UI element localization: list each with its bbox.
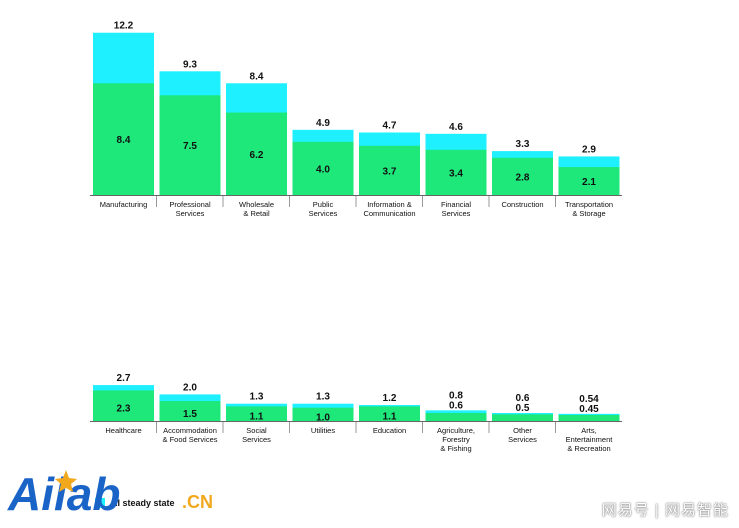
value-label-base-1-2: 1.1 bbox=[250, 412, 264, 423]
value-label-top-0-6: 3.3 bbox=[516, 139, 530, 150]
category-label-0-7: Transportation & Storage bbox=[565, 200, 613, 218]
value-label-base-0-0: 8.4 bbox=[117, 135, 131, 146]
bar-base-1-3 bbox=[292, 407, 354, 421]
value-label-top-0-0: 12.2 bbox=[114, 21, 134, 32]
bar-base-1-2 bbox=[226, 406, 287, 421]
bar-base-1-0 bbox=[93, 390, 154, 421]
watermark: 网易号 | 网易智能 bbox=[601, 502, 729, 519]
bar-base-0-3 bbox=[292, 141, 354, 195]
bar-base-0-7 bbox=[558, 167, 620, 195]
category-label-1-7: Arts, Entertainment & Recreation bbox=[566, 426, 614, 453]
value-label-top-1-4: 1.2 bbox=[383, 393, 397, 404]
logo-text: Ailab bbox=[7, 468, 120, 518]
legend-swatch-ai-steady-state bbox=[95, 498, 105, 508]
value-label-top-1-0: 2.7 bbox=[117, 373, 131, 384]
category-label-0-3: Public Services bbox=[309, 200, 338, 218]
category-label-0-0: Manufacturing bbox=[100, 200, 148, 209]
legend: AI steady state bbox=[95, 498, 175, 508]
value-label-base-0-1: 7.5 bbox=[183, 141, 197, 152]
bar-base-0-4 bbox=[359, 145, 420, 195]
category-label-1-3: Utilities bbox=[311, 426, 335, 435]
value-label-base-0-6: 2.8 bbox=[516, 172, 530, 183]
value-label-top-0-2: 8.4 bbox=[250, 71, 264, 82]
value-label-top-0-4: 4.7 bbox=[383, 120, 397, 131]
value-label-base-0-3: 4.0 bbox=[316, 164, 330, 175]
value-label-base-1-1: 1.5 bbox=[183, 409, 197, 420]
category-label-0-4: Information & Communication bbox=[363, 200, 415, 218]
value-label-base-0-7: 2.1 bbox=[582, 177, 596, 188]
ailab-logo: Ailab .CN bbox=[7, 468, 213, 518]
value-label-top-1-5: 0.8 bbox=[449, 390, 463, 401]
value-label-top-0-5: 4.6 bbox=[449, 122, 463, 133]
category-label-0-1: Professional Services bbox=[169, 200, 211, 218]
value-label-base-1-5: 0.6 bbox=[449, 400, 463, 411]
bar-base-0-1 bbox=[159, 95, 221, 195]
value-label-top-0-3: 4.9 bbox=[316, 118, 330, 129]
bar-base-1-4 bbox=[359, 406, 420, 421]
value-label-base-1-6: 0.5 bbox=[516, 403, 530, 414]
category-label-0-2: Wholesale & Retail bbox=[239, 200, 274, 218]
value-label-base-1-3: 1.0 bbox=[316, 412, 330, 423]
category-label-0-6: Construction bbox=[501, 200, 543, 209]
bar-base-0-6 bbox=[492, 157, 553, 195]
category-label-1-0: Healthcare bbox=[105, 426, 141, 435]
category-label-1-2: Social Services bbox=[242, 426, 271, 444]
value-label-top-0-1: 9.3 bbox=[183, 59, 197, 70]
bar-base-1-7 bbox=[558, 415, 620, 421]
logo-star-icon bbox=[55, 470, 77, 492]
value-label-top-0-7: 2.9 bbox=[582, 144, 596, 155]
bar-base-1-5 bbox=[425, 413, 487, 421]
value-label-base-1-7: 0.45 bbox=[579, 404, 599, 415]
value-label-top-1-6: 0.6 bbox=[516, 393, 530, 404]
value-label-base-1-0: 2.3 bbox=[117, 404, 131, 415]
value-label-top-1-1: 2.0 bbox=[183, 382, 197, 393]
bar-base-0-0 bbox=[93, 83, 154, 195]
legend-label-ai-steady-state: AI steady state bbox=[111, 498, 175, 508]
bar-base-0-5 bbox=[425, 149, 487, 195]
value-label-base-0-2: 6.2 bbox=[250, 150, 264, 161]
value-label-top-1-7: 0.54 bbox=[579, 394, 599, 405]
category-label-1-5: Agriculture, Forestry & Fishing bbox=[437, 426, 475, 453]
bar-base-0-2 bbox=[226, 112, 287, 195]
value-label-base-0-5: 3.4 bbox=[449, 168, 463, 179]
category-label-0-5: Financial Services bbox=[441, 200, 471, 218]
value-label-top-1-2: 1.3 bbox=[250, 392, 264, 403]
value-label-base-0-4: 3.7 bbox=[383, 166, 397, 177]
value-label-base-1-4: 1.1 bbox=[383, 412, 397, 423]
value-label-top-1-3: 1.3 bbox=[316, 392, 330, 403]
category-label-1-4: Education bbox=[373, 426, 406, 435]
bar-base-1-1 bbox=[159, 401, 221, 421]
category-label-1-1: Accommodation & Food Services bbox=[162, 426, 217, 444]
bar-base-1-6 bbox=[492, 414, 553, 421]
logo-suffix: .CN bbox=[182, 492, 213, 512]
category-label-1-6: Other Services bbox=[508, 426, 537, 444]
